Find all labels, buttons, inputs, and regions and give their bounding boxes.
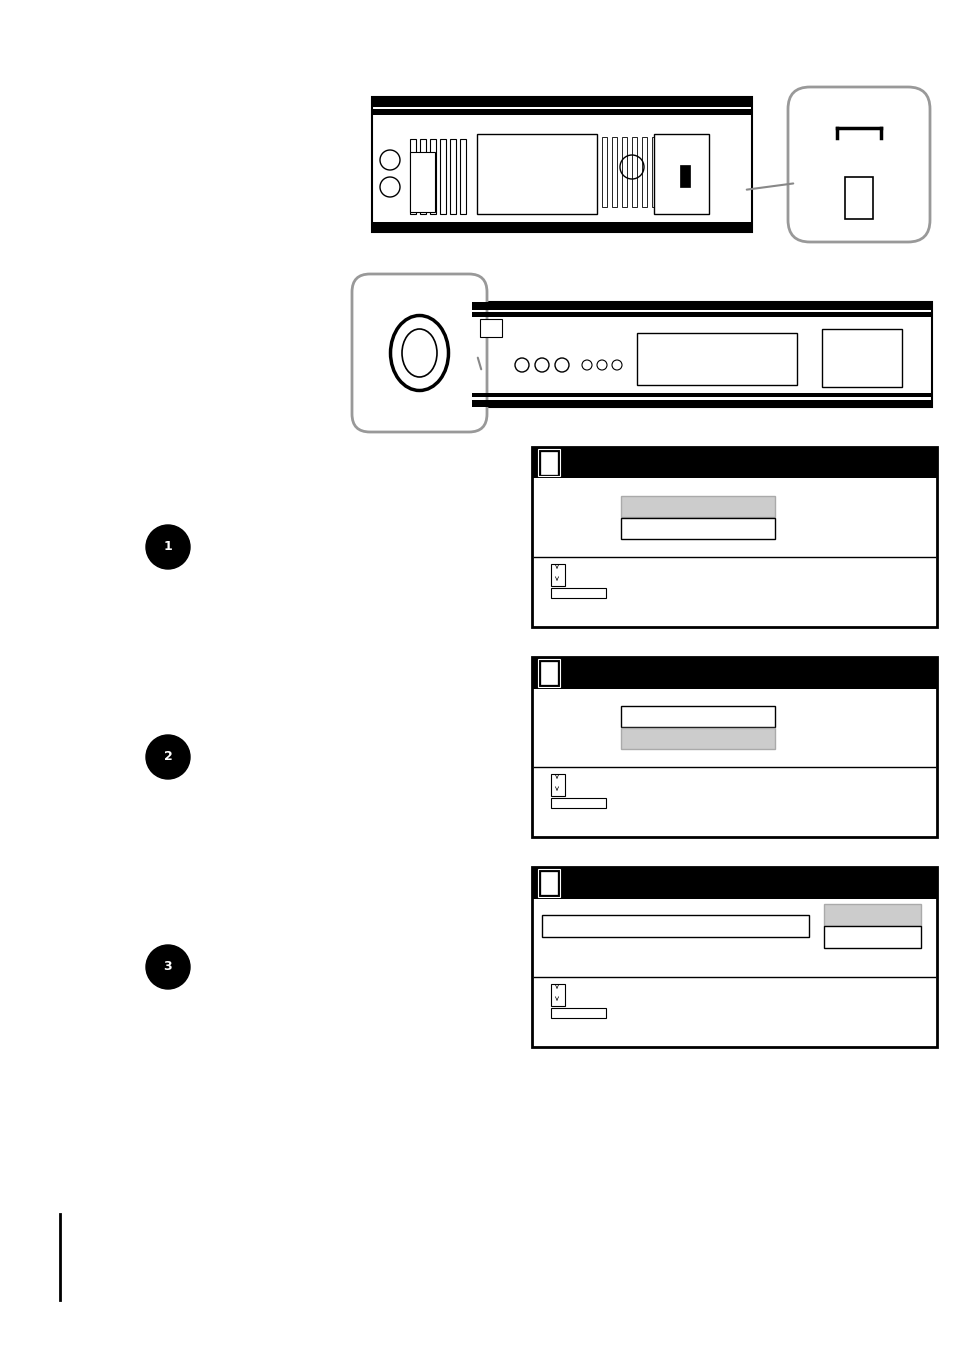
Bar [439, 139, 446, 214]
Bar [532, 137, 537, 207]
Bar [572, 137, 577, 207]
Bar [620, 496, 774, 516]
Bar [551, 564, 564, 585]
Bar [551, 798, 605, 807]
Bar [537, 449, 559, 476]
Bar [551, 588, 605, 598]
Text: 3: 3 [164, 960, 172, 973]
Bar [537, 658, 559, 687]
Bar [372, 110, 751, 115]
Bar [822, 926, 920, 948]
FancyBboxPatch shape [787, 87, 929, 242]
Bar [641, 137, 646, 207]
Bar [532, 867, 936, 899]
Bar [592, 137, 597, 207]
Bar [479, 319, 501, 337]
Bar [551, 773, 564, 796]
Bar [541, 915, 808, 937]
Bar [637, 333, 796, 385]
Bar [472, 393, 931, 397]
Bar [492, 137, 497, 207]
Bar [620, 706, 774, 726]
Bar [450, 139, 456, 214]
Bar [631, 137, 637, 207]
Bar [552, 137, 557, 207]
Bar [651, 137, 657, 207]
FancyBboxPatch shape [352, 274, 486, 433]
Bar [551, 984, 564, 1006]
Bar [601, 137, 606, 207]
Bar [472, 301, 931, 310]
Bar [551, 1007, 605, 1018]
Bar [472, 400, 931, 407]
Bar [521, 137, 526, 207]
Bar [501, 137, 506, 207]
Bar [430, 139, 436, 214]
Bar [654, 134, 708, 214]
Bar [540, 662, 557, 684]
Text: 2: 2 [164, 750, 172, 764]
Bar [537, 869, 559, 896]
Bar [410, 151, 435, 212]
Bar [372, 97, 751, 233]
Bar [410, 139, 416, 214]
Bar [419, 139, 426, 214]
Bar [561, 137, 566, 207]
Bar [472, 301, 931, 407]
Bar [621, 137, 626, 207]
Bar [532, 448, 936, 479]
Bar [540, 872, 557, 894]
Bar [372, 222, 751, 233]
Bar [620, 727, 774, 749]
Bar [481, 137, 486, 207]
Bar [532, 448, 936, 627]
Text: 1: 1 [164, 541, 172, 553]
Bar [532, 657, 936, 837]
Bar [822, 904, 920, 926]
Bar [472, 312, 931, 316]
Bar [581, 137, 586, 207]
Bar [476, 134, 597, 214]
Bar [532, 657, 936, 688]
Circle shape [146, 735, 190, 779]
Bar [512, 137, 517, 207]
Bar [540, 452, 557, 473]
Bar [844, 177, 872, 219]
Circle shape [146, 525, 190, 569]
Bar [612, 137, 617, 207]
Circle shape [146, 945, 190, 990]
Bar [679, 165, 689, 187]
Bar [620, 518, 774, 538]
Bar [541, 137, 546, 207]
Bar [459, 139, 465, 214]
Bar [532, 867, 936, 1046]
Bar [821, 329, 901, 387]
Bar [372, 97, 751, 107]
